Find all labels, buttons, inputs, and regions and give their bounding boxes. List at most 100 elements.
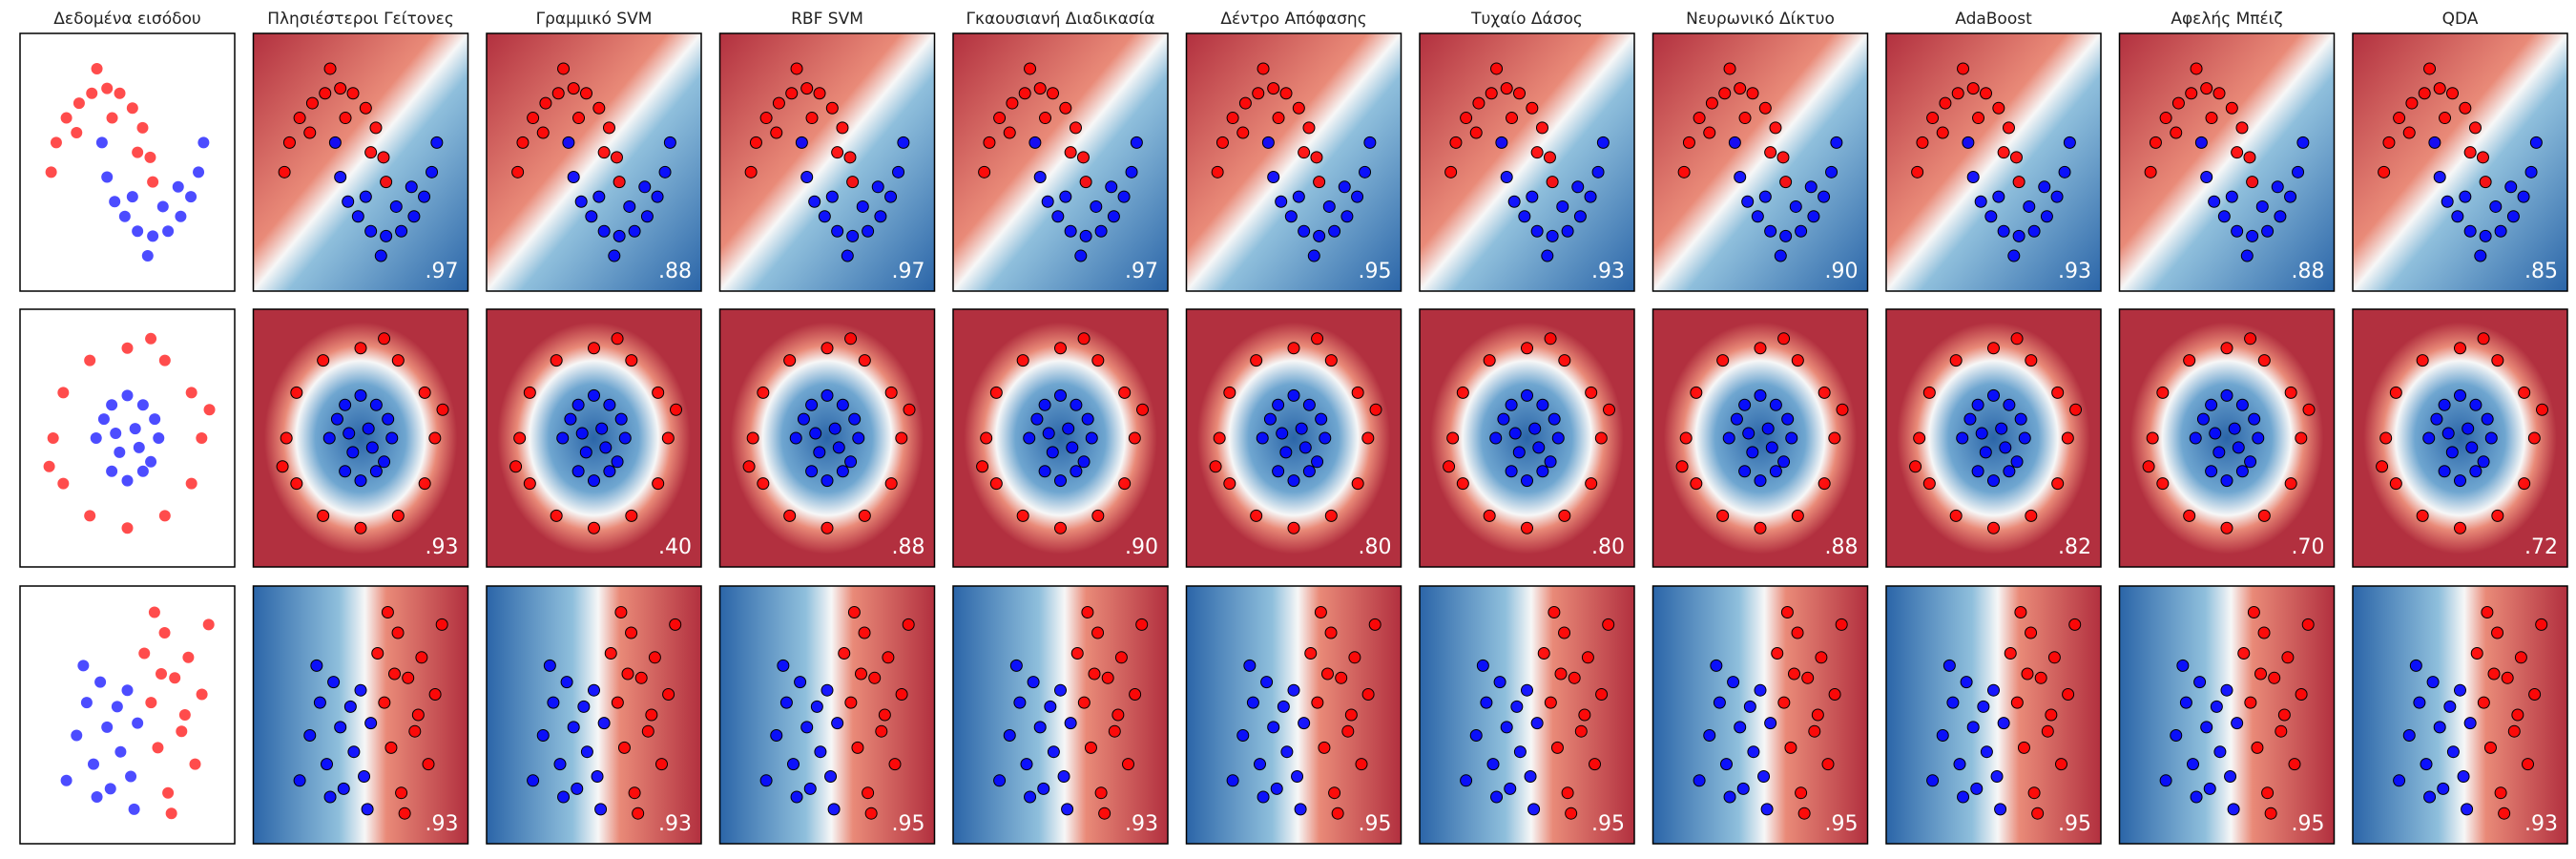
data-point [1578,708,1591,722]
data-point [2190,790,2203,804]
data-point [993,774,1007,787]
data-point [435,618,448,631]
data-point [104,783,116,795]
data-point [1736,782,1750,795]
data-point [658,165,672,178]
data-point [2196,412,2210,426]
data-point [2441,195,2454,208]
data-point [1830,136,1843,149]
data-point [1734,170,1747,183]
data-point [1091,354,1105,367]
data-point [1256,431,1269,445]
data-point [795,136,808,149]
data-point [2068,618,2082,631]
data-point [121,474,134,487]
data-point [1070,465,1083,478]
data-point [588,474,600,488]
data-point [2156,386,2170,399]
data-point [868,671,882,684]
data-point [109,196,121,208]
data-point [1556,199,1569,213]
data-point [436,403,449,416]
data-point [1723,62,1736,75]
panel [252,585,469,845]
data-point [1348,651,1361,664]
panel [2352,32,2568,292]
data-point [575,427,589,440]
data-point [2224,770,2237,783]
data-point [1738,112,1752,125]
data-point [1267,721,1280,734]
data-point [2220,342,2233,355]
data-point [2528,688,2542,701]
panel [1652,585,1869,845]
data-point [2203,782,2216,795]
data-point [193,166,205,178]
data-point [814,745,827,759]
data-point [1275,195,1288,208]
data-point [1987,521,2000,534]
data-point [1324,626,1338,639]
data-point [2446,87,2460,100]
data-point [317,354,330,367]
data-point [1758,190,1772,203]
data-point [588,342,600,355]
data-point [343,700,357,713]
data-point [1016,354,1029,367]
data-point [73,97,85,110]
data-point [1322,199,1336,213]
data-point [1504,782,1517,795]
data-point [749,136,762,149]
data-point [1746,446,1759,459]
data-point [1761,422,1775,435]
data-point [2027,786,2041,800]
data-point [603,398,616,411]
data-point [1987,388,2000,402]
data-point [2507,724,2521,738]
data-point [1003,126,1016,139]
data-point [797,412,810,426]
data-point [1506,112,1519,125]
data-point [1079,229,1092,242]
data-point [339,465,352,478]
data-point [1313,229,1326,242]
data-point [133,441,145,453]
data-point [1500,721,1513,734]
data-point [1257,790,1270,804]
data-point [361,803,374,816]
data-point [1331,807,1344,820]
data-point [1341,724,1355,738]
data-point [2423,62,2437,75]
data-point [182,651,195,663]
data-point [808,195,821,208]
data-point [2469,398,2483,411]
data-point [523,386,536,399]
data-point [2459,101,2472,115]
data-point [1811,708,1824,722]
data-point [1591,165,1605,178]
data-point [862,224,875,238]
data-point [2051,477,2065,491]
data-point [2433,721,2446,734]
data-point [1363,136,1377,149]
data-point [1369,403,1382,416]
data-point [551,87,565,100]
data-point [101,721,114,733]
panel [19,585,236,845]
data-point [337,782,350,795]
data-point [2010,332,2024,346]
data-point [2247,606,2260,618]
data-point [136,399,149,411]
data-point [132,146,144,158]
data-point [989,477,1003,491]
data-point [1936,126,1949,139]
data-point [114,745,127,758]
data-point [884,386,898,399]
data-point [1294,803,1307,816]
data-point [1997,717,2010,730]
data-point [1828,431,1841,445]
data-point [1505,398,1518,411]
data-point [1311,696,1324,709]
data-point [2187,758,2199,771]
data-point [1995,422,2008,435]
